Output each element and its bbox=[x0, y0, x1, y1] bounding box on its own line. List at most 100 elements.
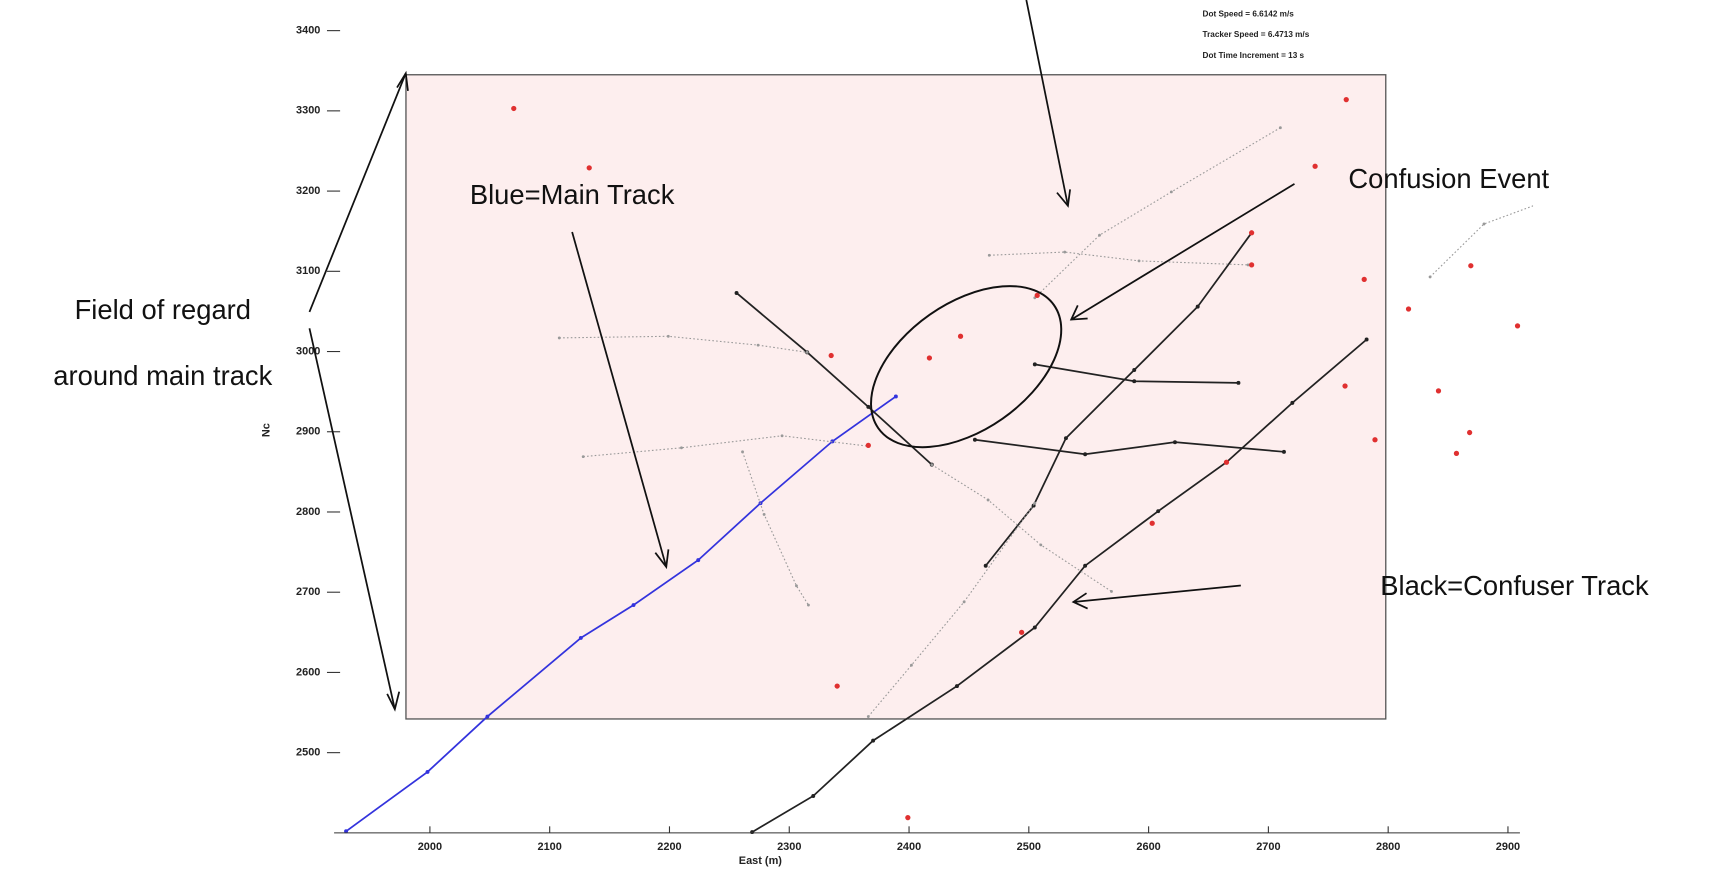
track-vertex bbox=[866, 404, 871, 409]
track-vertex bbox=[578, 635, 583, 640]
x-tick-label: 2500 bbox=[1017, 841, 1041, 853]
x-tick-label: 2300 bbox=[777, 841, 801, 853]
track-vertex bbox=[1083, 563, 1088, 568]
track bbox=[1429, 205, 1534, 278]
point bbox=[1342, 383, 1348, 389]
track bbox=[559, 335, 808, 353]
track-vertex bbox=[734, 290, 739, 295]
point bbox=[1223, 459, 1230, 465]
track-vertex bbox=[1195, 304, 1200, 309]
track-vertex bbox=[631, 603, 636, 608]
track-vertex bbox=[1137, 259, 1141, 263]
point bbox=[1034, 292, 1040, 299]
track-vertex bbox=[1110, 589, 1113, 593]
info-text: Dot Speed = 6.6142 m/s bbox=[1203, 9, 1295, 18]
track-vertex bbox=[1032, 362, 1037, 367]
point bbox=[957, 333, 964, 339]
y-tick-label: 3400 bbox=[296, 25, 320, 37]
track-vertex bbox=[1364, 337, 1369, 342]
x-tick-label: 2800 bbox=[1376, 841, 1400, 853]
track bbox=[735, 292, 933, 466]
point bbox=[586, 165, 592, 171]
x-tick-label: 2200 bbox=[657, 841, 681, 853]
track-vertex bbox=[1541, 201, 1544, 204]
annotation: Black=Confuser Track bbox=[1380, 570, 1649, 601]
y-tick-label: 2800 bbox=[296, 506, 320, 518]
track-vertex bbox=[1246, 263, 1250, 267]
track-vertex bbox=[1063, 436, 1068, 441]
track-vertex bbox=[1083, 452, 1088, 457]
y-tick-label: 2500 bbox=[296, 747, 320, 759]
annotation: Blue=Main Track bbox=[470, 179, 675, 210]
point bbox=[1019, 629, 1025, 635]
track-vertex bbox=[1290, 400, 1295, 405]
point bbox=[865, 442, 871, 449]
track-vertex bbox=[866, 715, 870, 718]
annotation: Confusion Event bbox=[1348, 163, 1549, 194]
annotation: around main track bbox=[53, 360, 272, 391]
point bbox=[905, 815, 911, 821]
track-vertex bbox=[750, 830, 755, 834]
track-vertex bbox=[893, 394, 898, 399]
point bbox=[828, 352, 834, 359]
axes: 2000 2100 2200 2300 2400 2500 2600 2700 2800 2900… bbox=[296, 25, 1520, 853]
track-vertex bbox=[795, 584, 798, 588]
track-vertex bbox=[954, 684, 959, 689]
x-axis-label: East (m) bbox=[739, 855, 783, 867]
track-vertex bbox=[557, 336, 561, 340]
point bbox=[1248, 230, 1255, 236]
point bbox=[511, 105, 517, 112]
y-tick-label: 3200 bbox=[296, 185, 320, 197]
track-vertex bbox=[1156, 509, 1161, 514]
plot-area bbox=[344, 74, 1544, 834]
point bbox=[926, 355, 933, 361]
track-vertex bbox=[972, 437, 977, 442]
track-vertex bbox=[1033, 501, 1037, 505]
point bbox=[1405, 306, 1412, 312]
track-vertex bbox=[680, 446, 683, 450]
y-tick-label: 3300 bbox=[296, 105, 320, 117]
y-tick-label: 2900 bbox=[296, 426, 320, 438]
track-vertex bbox=[741, 450, 744, 454]
info-text: Dot Time Increment = 13 s bbox=[1203, 51, 1305, 60]
y-tick-label: 3000 bbox=[296, 345, 320, 357]
track bbox=[867, 502, 1036, 717]
track-vertex bbox=[1236, 380, 1241, 385]
y-tick-label: 2700 bbox=[296, 586, 320, 598]
track-vertex bbox=[1039, 543, 1043, 547]
track-vertex bbox=[425, 769, 430, 774]
point bbox=[834, 683, 840, 689]
track-vertex bbox=[811, 794, 816, 798]
track-vertex bbox=[1172, 440, 1177, 445]
track-vertex bbox=[1482, 222, 1486, 226]
x-tick-label: 2900 bbox=[1496, 841, 1520, 853]
track-vertex bbox=[1169, 190, 1173, 194]
confusion-ellipse bbox=[870, 285, 1063, 449]
track-vertex bbox=[666, 334, 670, 338]
track bbox=[931, 464, 1112, 592]
track bbox=[751, 338, 1368, 833]
point bbox=[1248, 262, 1255, 268]
y-tick-label: 3100 bbox=[296, 265, 320, 277]
y-axis-label: Nc bbox=[261, 423, 273, 437]
track-vertex bbox=[1098, 233, 1101, 237]
point bbox=[1466, 429, 1473, 436]
track-vertex bbox=[762, 512, 766, 516]
track-vertex bbox=[983, 563, 988, 568]
track bbox=[985, 232, 1253, 567]
track-vertex bbox=[807, 603, 810, 607]
track-vertex bbox=[962, 600, 966, 604]
x-tick-label: 2700 bbox=[1256, 841, 1280, 853]
track-vertex bbox=[871, 738, 876, 743]
x-tick-label: 2600 bbox=[1136, 841, 1160, 853]
track-vertex bbox=[1063, 250, 1067, 254]
arrows bbox=[308, 0, 1295, 712]
y-tick-label: 2600 bbox=[296, 666, 320, 678]
info-text: Tracker Speed = 6.4713 m/s bbox=[1203, 30, 1310, 39]
track-vertex bbox=[1132, 368, 1137, 372]
x-tick-label: 2100 bbox=[538, 841, 562, 853]
point bbox=[1468, 263, 1474, 269]
track-vertex bbox=[485, 714, 490, 719]
track-vertex bbox=[987, 253, 991, 257]
